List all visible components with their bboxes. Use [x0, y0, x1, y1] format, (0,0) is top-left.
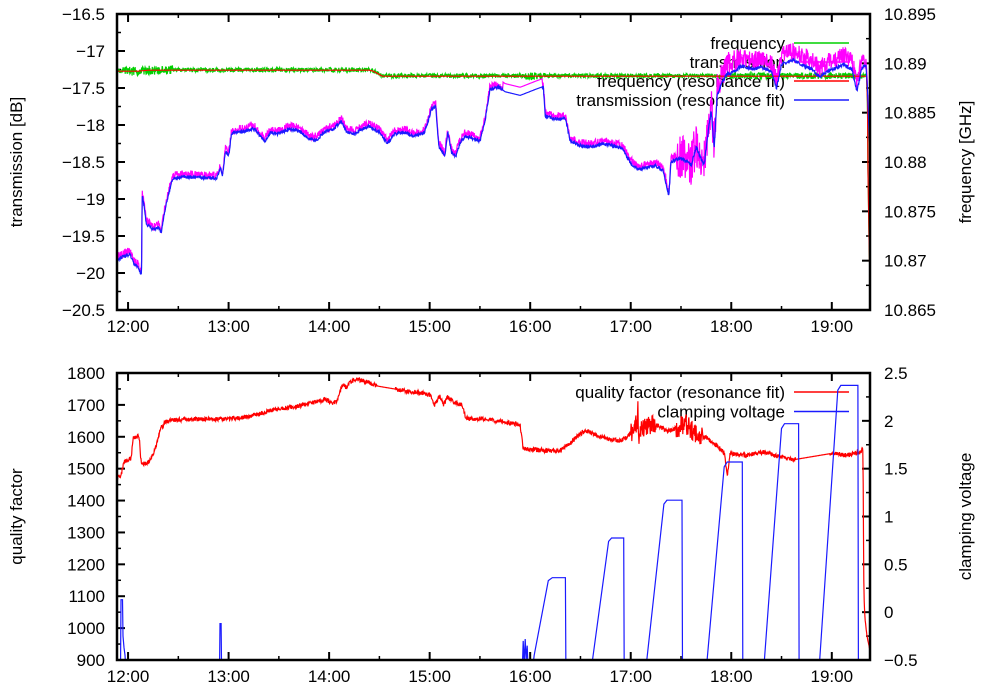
series-group-top-panel: [118, 43, 869, 275]
y-left-tick-label: −17: [76, 42, 105, 61]
y-left-tick-label: −18: [76, 116, 105, 135]
x-tick-label: 16:00: [509, 667, 552, 686]
legend-label: frequency: [710, 34, 785, 53]
series-transmission-resonance-fit: [118, 57, 869, 275]
top-panel: 12:00 13:00 14:00 15:00 16:00 17:00 18:00 19:00…: [7, 5, 975, 336]
legend-item-transmission-resonance-fit: transmission (resonance fit): [576, 91, 849, 110]
bottom-panel: 12:00 13:00 14:00 15:00 16:00 17:00 18:00 19:00…: [7, 364, 975, 686]
x-tick-label: 14:00: [308, 667, 351, 686]
plot-border-bottom-panel: [115, 371, 872, 662]
x-tick-label: 12:00: [107, 317, 150, 336]
x-axis-top-panel: [127, 14, 833, 310]
y-left-tick-label: 1200: [67, 555, 105, 574]
legend-label: transmission (resonance fit): [576, 91, 785, 110]
y-left-tick-label: −16.5: [62, 5, 105, 24]
y-right-tick-label: 2.5: [884, 364, 908, 383]
y-left-tick-label: 900: [77, 651, 105, 670]
x-tick-label: 17:00: [609, 667, 652, 686]
y-right-tick-label: 0: [884, 603, 893, 622]
y-left-tick-label: −19: [76, 190, 105, 209]
y-left-tick-label: 1700: [67, 396, 105, 415]
legend-bottom-panel: quality factor (resonance fit)clamping v…: [575, 383, 849, 422]
legend-item-clamping-voltage: clamping voltage: [657, 403, 849, 422]
series-group-bottom-panel: [118, 377, 869, 659]
y-right-axis-title: frequency [GHz]: [956, 101, 975, 224]
series-clamping-voltage: [119, 384, 859, 659]
y-right-tick-label: 1.5: [884, 460, 908, 479]
series-quality-factor-resonance-fit: [118, 377, 869, 649]
y-right-tick-label: 10.895: [884, 5, 936, 24]
y-right-tick-label: 2: [884, 412, 893, 431]
y-right-tick-label: 0.5: [884, 555, 908, 574]
plot-border-top-panel: [115, 12, 872, 312]
legend-label: clamping voltage: [657, 403, 785, 422]
legend-label: quality factor (resonance fit): [575, 383, 785, 402]
x-tick-label: 14:00: [308, 317, 351, 336]
y-left-tick-label: 1600: [67, 428, 105, 447]
y-right-tick-label: 10.875: [884, 202, 936, 221]
x-axis-bottom-panel: [127, 373, 833, 660]
x-tick-label: 13:00: [207, 317, 250, 336]
y-right-axis-title: clamping voltage: [956, 453, 975, 581]
y-left-axis-title: quality factor: [7, 468, 26, 565]
y-left-tick-label: 1000: [67, 619, 105, 638]
y-right-tick-label: 10.89: [884, 54, 927, 73]
y-left-tick-label: 1400: [67, 492, 105, 511]
y-left-tick-label: 1500: [67, 460, 105, 479]
y-left-tick-label: 1800: [67, 364, 105, 383]
y-left-tick-label: −17.5: [62, 79, 105, 98]
x-tick-label: 15:00: [408, 667, 451, 686]
y-right-tick-label: 10.88: [884, 153, 927, 172]
series-transmission: [118, 43, 869, 274]
y-right-tick-label: −0.5: [884, 651, 918, 670]
x-tick-label: 19:00: [811, 317, 854, 336]
x-tick-label: 15:00: [408, 317, 451, 336]
x-tick-label: 18:00: [710, 667, 753, 686]
y-right-tick-label: 10.865: [884, 301, 936, 320]
y-right-tick-label: 10.885: [884, 104, 936, 123]
series-frequency-resonance-fit: [118, 69, 869, 264]
y-left-tick-label: −19.5: [62, 227, 105, 246]
y-left-tick-label: −20: [76, 264, 105, 283]
y-left-tick-label: 1300: [67, 523, 105, 542]
y-right-tick-label: 10.87: [884, 252, 927, 271]
y-left-tick-label: 1100: [68, 587, 105, 606]
y-left-axis-title: transmission [dB]: [7, 97, 26, 227]
x-tick-label: 12:00: [107, 667, 150, 686]
x-tick-label: 19:00: [811, 667, 854, 686]
x-tick-label: 16:00: [509, 317, 552, 336]
y-right-tick-label: 1: [884, 508, 893, 527]
legend-item-quality-factor-resonance-fit: quality factor (resonance fit): [575, 383, 849, 402]
x-tick-label: 13:00: [207, 667, 250, 686]
x-tick-label: 17:00: [609, 317, 652, 336]
y-left-tick-label: −20.5: [62, 301, 105, 320]
x-tick-label: 18:00: [710, 317, 753, 336]
legend-item-frequency: frequency: [710, 34, 849, 53]
y-left-tick-label: −18.5: [62, 153, 105, 172]
